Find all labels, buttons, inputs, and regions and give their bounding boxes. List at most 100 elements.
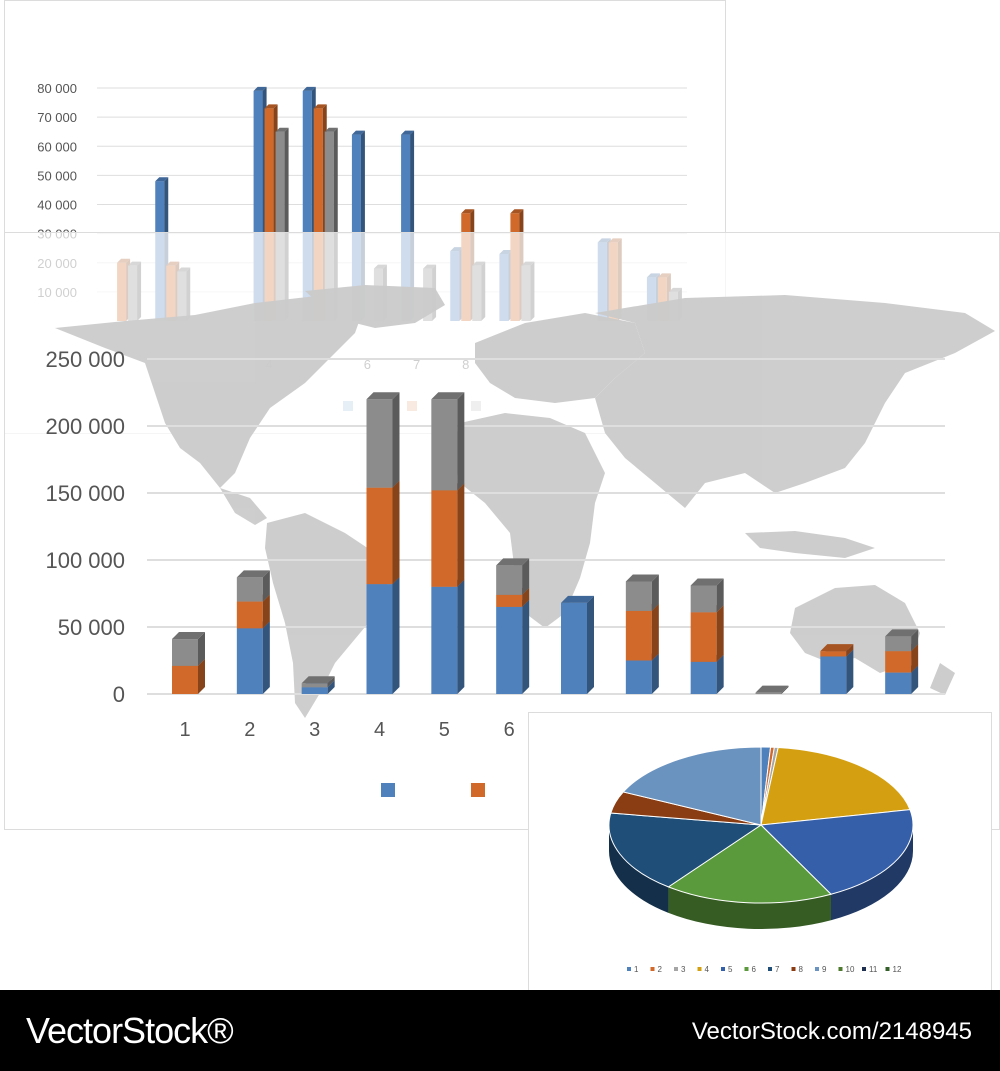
main-bar-blue-6-front [496, 606, 523, 694]
pie-legend-swatch-9 [815, 967, 819, 971]
main-bar-blue-7-side [587, 595, 594, 694]
main-bar-blue-5-front [431, 586, 458, 694]
top-bar-blue-2-top [155, 177, 169, 182]
main-bar-gray-6-front [496, 565, 523, 595]
main-bar-orange-9-side [716, 605, 724, 662]
main-bar-gray-4-front [366, 399, 393, 488]
main-bar-gray-9 [690, 578, 724, 613]
pie-legend-label: 10 [846, 965, 855, 974]
main-bar-blue-11-side [846, 649, 854, 694]
main-bar-gray-8-front [625, 581, 652, 611]
main-bar-gray-4 [366, 392, 400, 488]
pie-legend-label: 6 [752, 965, 757, 974]
main-bar-blue-8-front [625, 660, 652, 694]
pie-legend-label: 3 [681, 965, 686, 974]
main-bar-gray-10 [755, 685, 789, 694]
central-america-shape [220, 488, 267, 525]
top-bar-blue-4-front [253, 90, 263, 321]
main-bar-gray-8-side [651, 574, 659, 611]
pie-legend-label: 12 [893, 965, 902, 974]
main-bar-gray-5-side [457, 392, 465, 491]
main-bar-gray-8 [625, 574, 659, 611]
top-bar-blue-5-top [302, 86, 316, 91]
main-stacked-bar-chart: 0 50 000 100 000 150 000 200 000 250 000 1 2 3 4 5… [45, 285, 995, 797]
top-bar-orange-5-front [313, 108, 323, 321]
main-bar-orange-6-side [522, 587, 530, 607]
main-bar-blue-4 [366, 577, 400, 694]
top-ytick-label: 80 000 [37, 81, 77, 96]
main-bar-orange-11-front [820, 651, 847, 657]
pie-legend-label: 11 [869, 965, 878, 974]
top-ytick-label: 70 000 [37, 110, 77, 125]
main-bar-orange-11-side [846, 644, 854, 657]
pie-slice-6 [667, 824, 832, 904]
top-bar-blue-6-front [351, 134, 361, 321]
main-bar-gray-1-side [198, 632, 205, 666]
main-bar-orange-2-side [262, 594, 270, 629]
main-bar-gray-5-front [431, 399, 458, 491]
pie-legend-label: 8 [799, 965, 804, 974]
main-bar-gray-12-front [885, 636, 912, 652]
main-bar-blue-2 [236, 621, 270, 694]
main-bar-blue-2-front [236, 628, 263, 694]
top-bar-orange-8-top [461, 209, 475, 214]
main-bar-orange-12-side [911, 644, 919, 673]
main-bar-orange-1-front [172, 665, 198, 694]
main-bar-orange-8-side [651, 603, 659, 661]
pie-legend-swatch-2 [650, 967, 655, 971]
watermark-bar: VectorStock® VectorStock.com/2148945 [0, 990, 1000, 1071]
main-bar-orange-4 [366, 480, 400, 585]
top-bar-blue-7-front [401, 134, 411, 321]
main-ytick-label: 50 000 [58, 615, 125, 640]
main-bar-gray-9-side [716, 578, 724, 613]
main-bar-blue-2-side [262, 621, 270, 694]
main-bar-blue-7-top [561, 595, 594, 603]
main-bar-gray-3-top [301, 676, 335, 684]
north-america-shape [55, 295, 365, 488]
main-bar-orange-9 [690, 605, 724, 662]
asia-shape [595, 295, 995, 508]
main-bar-orange-8-front [625, 610, 652, 661]
main-xtick-label: 2 [244, 719, 255, 741]
main-bar-gray-9-front [690, 585, 717, 613]
top-bar-blue-4-top [253, 86, 267, 91]
main-bar-gray-1 [172, 632, 205, 666]
pie-legend-swatch-12 [885, 967, 890, 971]
main-bar-gray-5-top [431, 392, 465, 400]
main-legend-swatch-blue [381, 783, 395, 797]
top-bar-gray-5-top [324, 127, 338, 132]
main-bar-orange-11 [820, 644, 854, 657]
main-bar-gray-4-side [392, 392, 400, 488]
pie-legend-swatch-1 [627, 967, 631, 971]
main-bar-gray-1-top [172, 632, 205, 640]
main-bar-blue-6 [496, 599, 530, 694]
pie-legend-swatch-8 [791, 967, 796, 971]
pie-legend-label: 5 [728, 965, 733, 974]
top-bar-gray-4-front [275, 131, 285, 321]
main-bar-gray-2-side [262, 570, 270, 602]
pie-legend-swatch-11 [862, 967, 866, 971]
top-bar-orange-9-top [510, 209, 524, 214]
main-bar-gray-8-top [625, 574, 659, 582]
main-bar-orange-2 [236, 594, 270, 629]
main-bar-orange-4-front [366, 487, 393, 585]
main-bar-blue-3-side [327, 680, 335, 694]
pie-slice-9 [622, 746, 762, 826]
pie-chart-panel: 1 2 3 4 5 6 7 8 9 10 11 12 [528, 712, 992, 994]
pie-legend-label: 7 [775, 965, 780, 974]
main-bar-blue-4-side [392, 577, 400, 694]
main-bar-blue-9-front [690, 661, 717, 694]
main-xtick-label: 6 [504, 719, 515, 741]
main-bar-orange-9-front [690, 612, 717, 662]
main-bar-blue-12-front [885, 672, 912, 694]
main-bar-orange-5-side [457, 483, 465, 587]
main-bar-gray-10-side [781, 685, 789, 694]
main-bar-orange-8 [625, 603, 659, 661]
main-bar-gray-6-side [522, 558, 530, 595]
main-legend-swatch-orange [471, 783, 485, 797]
greenland-shape [305, 285, 445, 328]
main-ytick-label: 250 000 [45, 347, 125, 372]
main-bar-gray-3 [301, 676, 335, 688]
main-bar-gray-2-front [236, 577, 263, 602]
brand-logo: VectorStock® [26, 1010, 234, 1051]
